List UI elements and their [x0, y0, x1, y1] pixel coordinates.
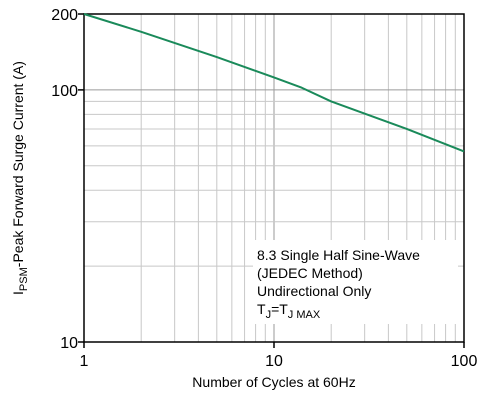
y-tick-label: 100 — [51, 83, 78, 100]
annotation-line-2: (JEDEC Method) — [257, 265, 363, 281]
y-tick-label: 200 — [51, 7, 78, 24]
series-line — [83, 13, 465, 153]
tj-mid: =T — [271, 301, 288, 317]
y-label-sub: PSM — [18, 267, 30, 291]
x-tick-label: 100 — [451, 353, 478, 370]
tj-a: T — [257, 301, 266, 317]
tj-b-sub: J MAX — [288, 309, 321, 321]
annotation-line-4: TJ=TJ MAX — [257, 301, 321, 321]
annotation-line-3: Undirectional Only — [257, 283, 371, 299]
tj-a-sub: J — [266, 309, 272, 321]
annotation-bg — [253, 240, 458, 324]
y-label-suffix: -Peak Forward Surge Current (A) — [10, 61, 26, 267]
x-tick-label: 1 — [80, 353, 89, 370]
y-tick-label: 10 — [60, 335, 78, 352]
y-axis-label: IPSM-Peak Forward Surge Current (A) — [10, 61, 30, 295]
annotation-box: 8.3 Single Half Sine-Wave (JEDEC Method)… — [253, 240, 458, 324]
x-axis-label: Number of Cycles at 60Hz — [192, 374, 355, 390]
x-tick-label: 10 — [265, 353, 283, 370]
annotation-line-1: 8.3 Single Half Sine-Wave — [257, 247, 420, 263]
series-layer — [83, 13, 465, 153]
y-label-prefix: I — [10, 291, 26, 295]
